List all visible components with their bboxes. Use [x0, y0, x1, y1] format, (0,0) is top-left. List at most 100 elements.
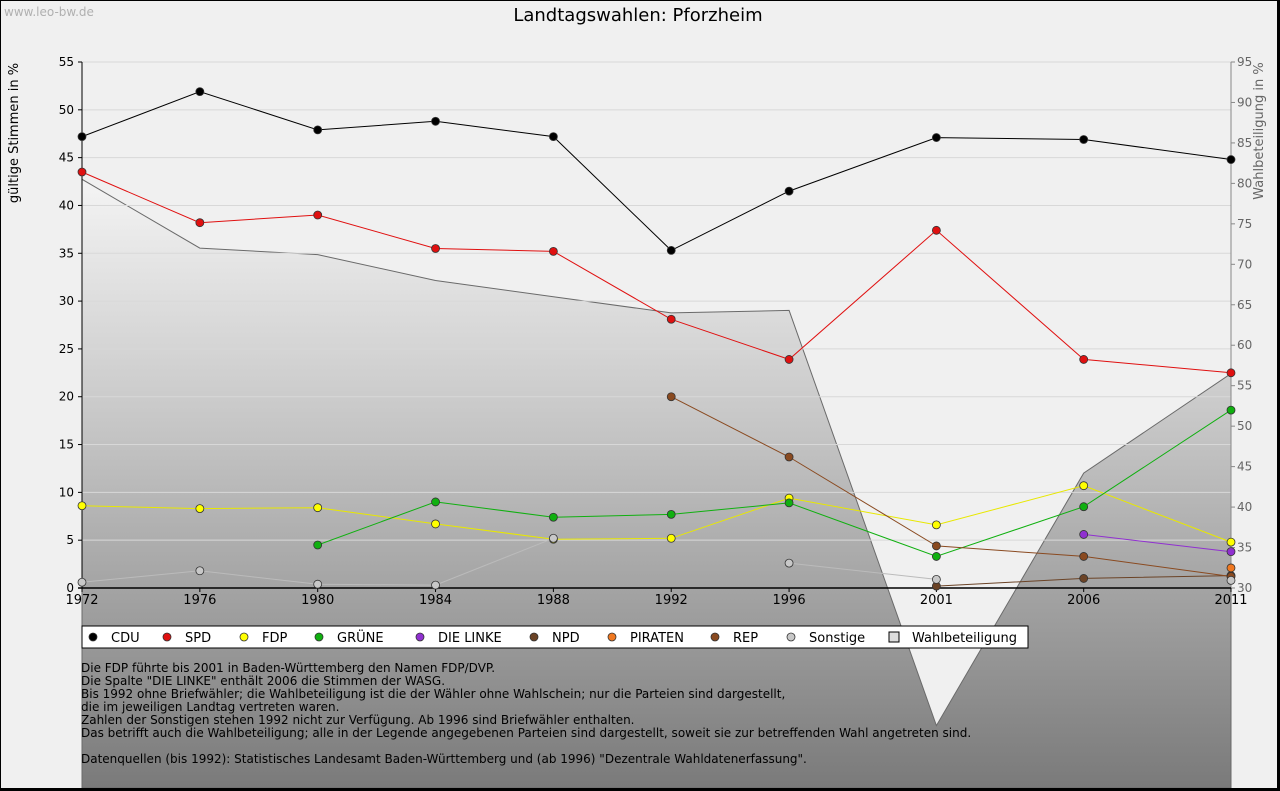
y2-tick-label: 40	[1237, 500, 1252, 514]
data-point	[1079, 481, 1089, 491]
footnote-line: Die FDP führte bis 2001 in Baden-Württem…	[81, 661, 496, 675]
data-point	[666, 392, 676, 402]
data-point	[1079, 530, 1089, 539]
x-tick-label: 1992	[655, 593, 688, 608]
data-point	[1079, 552, 1089, 561]
y-tick-label: 20	[59, 390, 74, 404]
chart-title: Landtagswahlen: Pforzheim	[513, 5, 762, 26]
data-point	[548, 246, 558, 256]
data-point	[431, 519, 440, 529]
data-point	[1226, 563, 1236, 573]
y2-tick-label: 35	[1237, 541, 1252, 555]
legend-marker	[88, 632, 98, 642]
y-tick-label: 15	[59, 438, 74, 452]
y2-tick-label: 30	[1237, 581, 1252, 595]
data-point	[548, 512, 558, 522]
legend-marker	[239, 632, 249, 642]
series-npd	[931, 571, 1236, 591]
data-point	[313, 503, 323, 513]
data-point	[784, 355, 794, 364]
legend-marker	[888, 631, 900, 643]
data-point	[931, 541, 941, 551]
data-point	[431, 116, 440, 126]
data-point	[195, 218, 205, 228]
x-tick-label: 2006	[1067, 593, 1100, 608]
legend-label: CDU	[111, 631, 140, 646]
footnote-line: Die Spalte "DIE LINKE" enthält 2006 die …	[81, 674, 446, 688]
watermark: www.leo-bw.de	[4, 5, 94, 19]
data-point	[1079, 135, 1089, 144]
series-line	[1083, 533, 1232, 553]
footnote-line: die im jeweiligen Landtag vertreten ware…	[81, 700, 340, 714]
data-point	[431, 244, 440, 253]
y-tick-label: 30	[59, 294, 74, 308]
y-tick-label: 25	[59, 342, 74, 356]
data-point	[313, 210, 323, 220]
data-point	[548, 533, 558, 543]
y-tick-label: 5	[66, 533, 74, 547]
legend-label: FDP	[262, 631, 287, 646]
data-point	[431, 497, 440, 507]
y2-tick-label: 75	[1237, 217, 1252, 231]
data-point	[931, 225, 941, 235]
legend-marker	[415, 632, 425, 642]
data-point	[1079, 355, 1089, 364]
legend-box	[81, 625, 1029, 649]
footnote-line: Das betrifft auch die Wahlbeteiligung; a…	[81, 726, 972, 740]
series-spd	[77, 167, 1236, 378]
data-point	[313, 579, 323, 589]
legend-label: GRÜNE	[337, 629, 384, 646]
x-tick-label: 1984	[419, 593, 452, 608]
legend-label: REP	[733, 631, 758, 646]
y-tick-label: 45	[59, 151, 74, 165]
legend-marker	[786, 632, 796, 642]
y2-tick-label: 95	[1237, 55, 1252, 69]
data-point	[313, 125, 323, 135]
y-tick-label: 10	[59, 485, 74, 499]
y-tick-label: 35	[59, 246, 74, 260]
data-point	[431, 580, 440, 590]
legend-label: Wahlbeteiligung	[912, 631, 1017, 646]
data-point	[666, 246, 676, 255]
footnote-line: Bis 1992 ohne Briefwähler; die Wahlbetei…	[81, 687, 786, 701]
series-line	[81, 485, 1232, 543]
data-point	[77, 577, 87, 587]
series-line	[81, 91, 1232, 252]
data-point	[1226, 537, 1236, 547]
data-point	[548, 132, 558, 141]
data-point	[784, 452, 794, 462]
data-point	[1226, 575, 1236, 585]
x-tick-label: 1972	[65, 593, 98, 608]
legend-marker	[314, 632, 324, 642]
series-line	[789, 562, 937, 580]
legend-label: SPD	[185, 631, 211, 646]
y2-tick-label: 70	[1237, 257, 1252, 271]
data-point	[1226, 405, 1236, 415]
data-point	[1079, 574, 1089, 583]
series-piraten	[1226, 563, 1236, 573]
footnote-line: Zahlen der Sonstigen stehen 1992 nicht z…	[81, 713, 635, 727]
series-grüne	[313, 405, 1236, 561]
y2-tick-label: 90	[1237, 95, 1252, 109]
data-point	[77, 167, 87, 177]
legend-marker	[607, 632, 617, 642]
legend-marker	[710, 632, 720, 642]
data-point	[784, 558, 794, 568]
data-point	[1226, 155, 1236, 164]
series-cdu	[77, 87, 1236, 255]
y2-tick-label: 50	[1237, 419, 1252, 433]
series-sonstige	[77, 533, 1236, 590]
footnotes: Die FDP führte bis 2001 in Baden-Württem…	[81, 662, 1081, 766]
series-line	[81, 171, 1232, 374]
data-point	[931, 574, 941, 584]
footnote-line: Datenquellen (bis 1992): Statistisches L…	[81, 752, 807, 766]
data-point	[77, 132, 87, 141]
y2-tick-label: 85	[1237, 136, 1252, 150]
x-tick-label: 1996	[773, 593, 806, 608]
y-tick-label: 0	[66, 581, 74, 595]
y2-tick-label: 45	[1237, 460, 1252, 474]
data-point	[313, 540, 323, 550]
x-tick-label: 1988	[537, 593, 570, 608]
data-point	[1079, 502, 1089, 512]
y-tick-label: 55	[59, 55, 74, 69]
